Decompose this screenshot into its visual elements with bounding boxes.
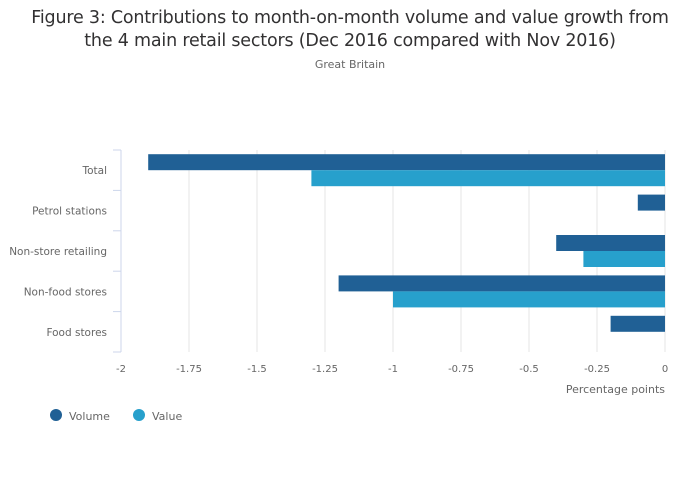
x-tick-label: -0.75 <box>448 364 474 375</box>
bar-volume-petrol-stations[interactable] <box>637 194 665 211</box>
bar-value-total[interactable] <box>311 170 665 187</box>
legend: Volume Value <box>50 409 182 423</box>
category-label: Non-food stores <box>24 286 107 298</box>
legend-marker-value[interactable] <box>133 409 145 421</box>
category-label: Food stores <box>46 327 107 339</box>
bar-volume-food-stores[interactable] <box>610 315 665 332</box>
bar-volume-non-food-stores[interactable] <box>338 275 665 292</box>
chart-title-line-2: the 4 main retail sectors (Dec 2016 comp… <box>84 31 616 51</box>
x-tick-label: -1.25 <box>312 364 338 375</box>
bars <box>148 154 665 332</box>
x-tick-label: -1 <box>388 364 398 375</box>
bar-value-non-store-retailing[interactable] <box>583 251 665 267</box>
legend-marker-volume[interactable] <box>50 409 62 421</box>
x-tick-label: -1.5 <box>247 364 267 375</box>
category-label: Non-store retailing <box>9 246 107 258</box>
y-axis: Total Petrol stations Non-store retailing N… <box>9 149 122 353</box>
bar-volume-total[interactable] <box>148 154 665 171</box>
chart-title: Figure 3: Contributions to month-on-mont… <box>0 7 700 53</box>
x-tick-label: -1.75 <box>176 364 202 375</box>
legend-label-volume[interactable]: Volume <box>69 410 110 423</box>
x-tick-label: -0.5 <box>519 364 539 375</box>
chart-subtitle: Great Britain <box>314 58 386 71</box>
category-label: Total <box>81 165 107 177</box>
x-axis-title: Percentage points <box>566 383 665 396</box>
category-label: Petrol stations <box>32 206 107 218</box>
chart-title-line-1: Figure 3: Contributions to month-on-mont… <box>31 8 669 28</box>
x-tick-label: -0.25 <box>584 364 610 375</box>
bar-value-non-food-stores[interactable] <box>393 291 665 308</box>
legend-label-value[interactable]: Value <box>152 410 182 423</box>
x-axis-ticks: -2 -1.75 -1.5 -1.25 -1 -0.75 -0.5 -0.25 0 <box>116 364 668 375</box>
bar-volume-non-store-retailing[interactable] <box>556 235 665 251</box>
x-tick-label: -2 <box>116 364 126 375</box>
x-tick-label: 0 <box>662 364 668 375</box>
